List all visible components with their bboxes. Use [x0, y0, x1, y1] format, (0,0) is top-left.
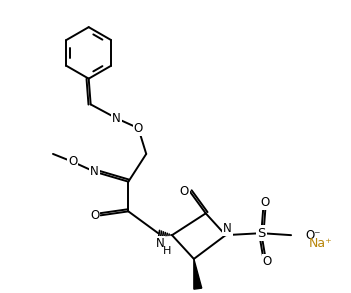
Text: O⁻: O⁻ — [305, 229, 320, 242]
Text: O: O — [134, 122, 143, 135]
Text: N: N — [156, 236, 165, 250]
Text: N: N — [223, 222, 232, 235]
Text: S: S — [257, 227, 265, 240]
Text: O: O — [263, 255, 272, 268]
Text: H: H — [163, 246, 171, 256]
Text: O: O — [68, 155, 78, 168]
Polygon shape — [194, 259, 202, 289]
Text: O: O — [179, 185, 188, 198]
Text: Na⁺: Na⁺ — [309, 236, 333, 250]
Text: O: O — [261, 196, 270, 209]
Text: N: N — [112, 112, 121, 125]
Text: O: O — [90, 209, 99, 222]
Text: N: N — [90, 165, 99, 178]
